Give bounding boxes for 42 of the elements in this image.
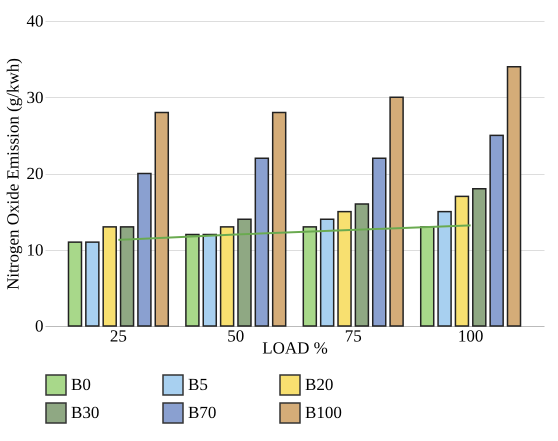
legend-label: B70 bbox=[188, 403, 216, 422]
bar bbox=[302, 226, 318, 327]
bar bbox=[120, 226, 134, 327]
legend-label: B100 bbox=[305, 403, 342, 422]
bar bbox=[320, 218, 334, 327]
bar bbox=[154, 112, 170, 327]
bar bbox=[337, 210, 352, 327]
x-tick-label: 100 bbox=[458, 326, 484, 346]
y-tick-label: 40 bbox=[26, 12, 44, 30]
y-tick-label: 20 bbox=[26, 164, 44, 183]
bar bbox=[185, 234, 200, 327]
bar bbox=[68, 241, 82, 327]
bar bbox=[372, 158, 386, 327]
x-axis-title: LOAD % bbox=[262, 338, 328, 358]
x-tick-label: 75 bbox=[344, 326, 362, 346]
bar bbox=[102, 226, 117, 327]
bar bbox=[85, 241, 100, 327]
y-axis-title: Nitrogen Oxide Emission (g/kwh) bbox=[4, 58, 22, 290]
bar bbox=[254, 158, 270, 327]
bar bbox=[272, 112, 286, 327]
legend-label: B5 bbox=[188, 375, 208, 394]
x-tick-label: 25 bbox=[110, 326, 127, 346]
bar bbox=[202, 234, 218, 327]
bar bbox=[237, 218, 252, 327]
bar bbox=[472, 188, 487, 327]
x-tick-label: 50 bbox=[227, 326, 244, 346]
bar bbox=[354, 203, 370, 327]
bar bbox=[437, 210, 452, 327]
bar bbox=[506, 66, 522, 327]
y-tick-label: 0 bbox=[35, 316, 44, 336]
bar bbox=[454, 196, 470, 327]
legend-label: B30 bbox=[71, 403, 100, 422]
legend-label: B20 bbox=[305, 375, 334, 394]
line-series bbox=[117, 224, 472, 241]
bar bbox=[137, 172, 152, 327]
bar bbox=[489, 134, 504, 327]
legend-label: B0 bbox=[71, 375, 91, 394]
y-tick-label: 30 bbox=[26, 88, 44, 107]
bar bbox=[420, 226, 434, 327]
bar bbox=[220, 226, 234, 327]
y-tick-label: 10 bbox=[26, 240, 44, 260]
bar bbox=[389, 96, 404, 327]
